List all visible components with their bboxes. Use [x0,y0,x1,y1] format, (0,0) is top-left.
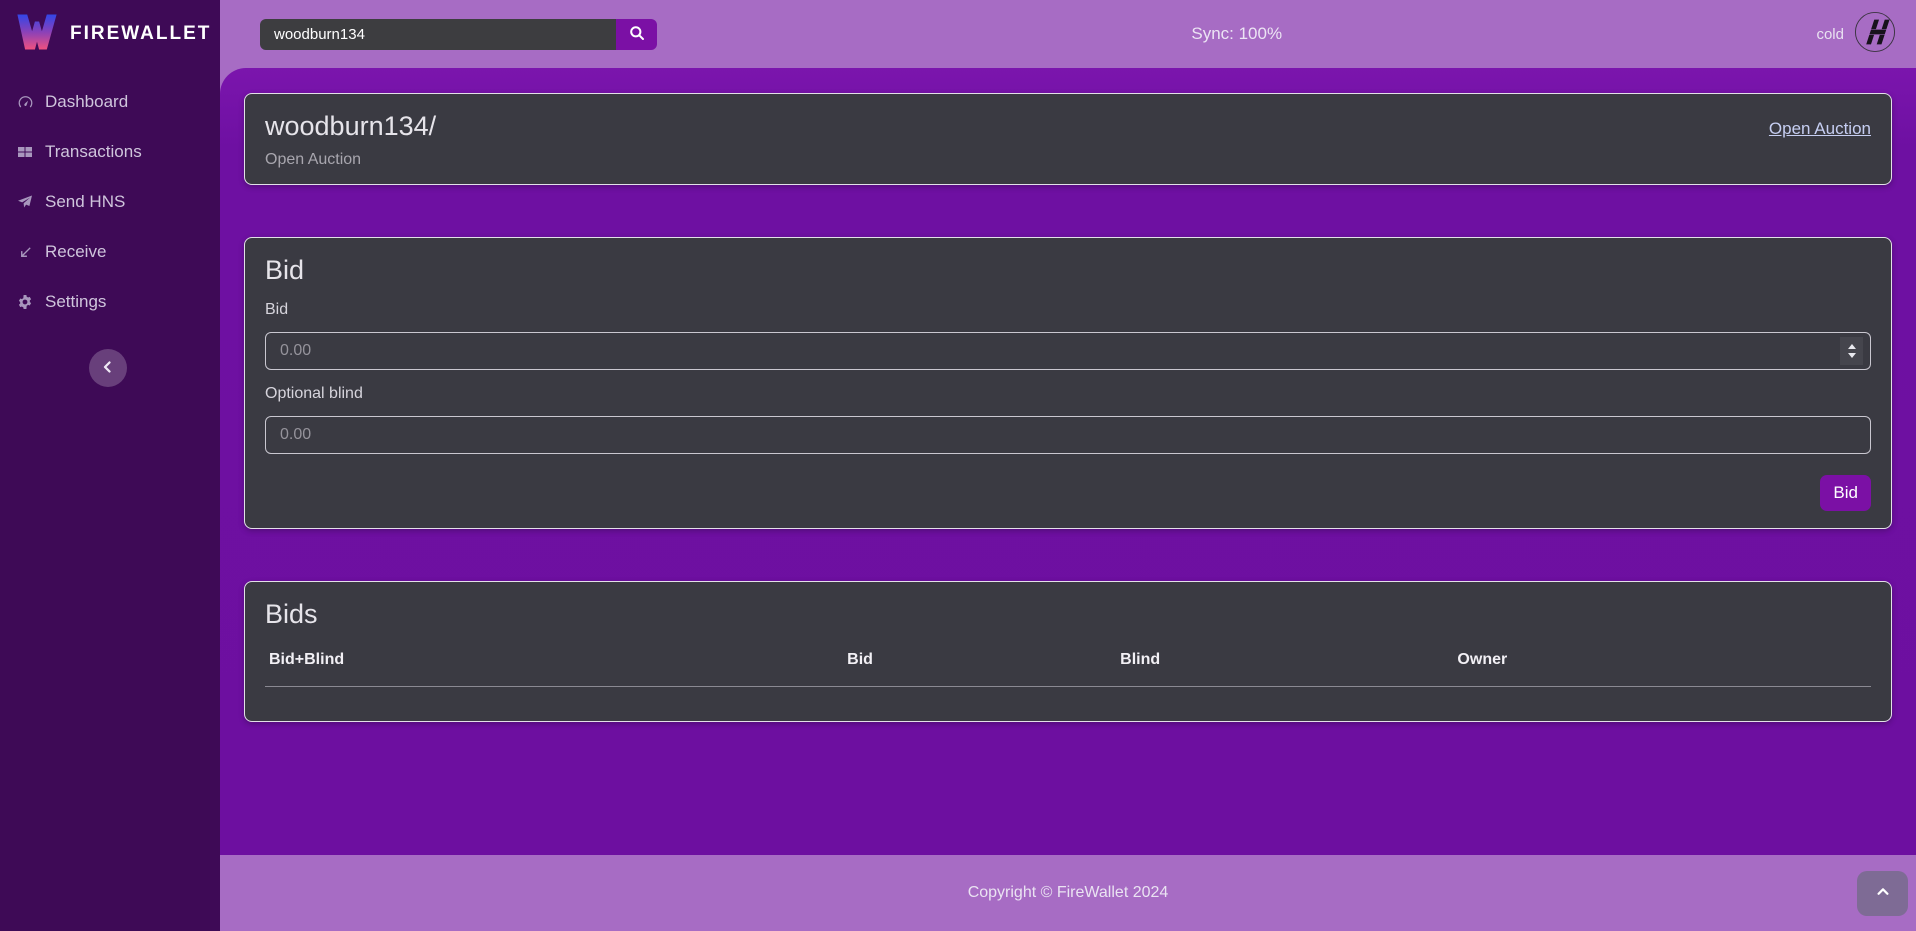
bid-amount-input[interactable] [265,332,1871,370]
sidebar-item-label: Receive [45,242,107,261]
brand[interactable]: FIREWALLET [0,0,220,68]
receive-arrow-icon [16,245,34,260]
sidebar-item-settings[interactable]: Settings [0,277,220,327]
main-content: woodburn134/ Open Auction Open Auction B… [220,68,1916,855]
stepper-up-icon[interactable] [1847,344,1856,349]
blind-amount-input[interactable] [265,416,1871,454]
sync-status: Sync: 100% [1191,24,1283,43]
transactions-table-icon [16,144,34,160]
sidebar-item-label: Transactions [45,142,142,161]
chevron-up-icon [1876,885,1890,902]
stepper-down-icon[interactable] [1847,353,1856,358]
domain-title: woodburn134/ [265,111,437,141]
bids-table-body [265,687,1871,695]
column-header-blind: Blind [1116,651,1454,687]
chevron-left-icon [102,360,114,376]
bid-input-wrap [265,332,1871,370]
search-input[interactable] [260,18,616,50]
search-icon [629,25,645,44]
bid-submit-button[interactable]: Bid [1820,475,1871,511]
sidebar-item-label: Settings [45,292,107,311]
scroll-to-top-button[interactable] [1857,871,1908,916]
firewallet-w-logo-icon [16,12,58,57]
sidebar-item-dashboard[interactable]: Dashboard [0,77,220,127]
main-column: Sync: 100% cold woodb [220,0,1916,931]
footer: Copyright © FireWallet 2024 [220,855,1916,931]
bid-form-card: Bid Bid Optional blind Bid [244,237,1892,529]
blind-input-wrap [265,416,1871,454]
settings-gear-icon [16,294,34,310]
blind-field-label: Optional blind [265,385,363,402]
sidebar-item-transactions[interactable]: Transactions [0,127,220,177]
bids-table: Bid+Blind Bid Blind Owner [265,651,1871,695]
copyright-text: Copyright © FireWallet 2024 [967,884,1169,901]
sidebar: FIREWALLET Dashboard Transactions [0,0,220,931]
sidebar-item-label: Dashboard [45,92,129,111]
wallet-group: cold [1816,11,1896,58]
bids-title: Bids [265,599,318,629]
number-stepper[interactable] [1840,337,1863,365]
open-auction-link[interactable]: Open Auction [1768,119,1871,138]
bids-card: Bids Bid+Blind Bid Blind Owner [244,581,1892,722]
sidebar-item-receive[interactable]: Receive [0,227,220,277]
column-header-owner: Owner [1453,651,1871,687]
bid-form-title: Bid [265,255,305,285]
sidebar-item-send-hns[interactable]: Send HNS [0,177,220,227]
column-header-bid-blind: Bid+Blind [265,651,844,687]
send-plane-icon [16,194,34,210]
topbar: Sync: 100% cold [220,0,1916,68]
sidebar-nav: Dashboard Transactions Send HNS [0,77,220,327]
sidebar-collapse-button[interactable] [89,349,127,387]
sidebar-item-label: Send HNS [45,192,126,211]
domain-card: woodburn134/ Open Auction Open Auction [244,93,1892,185]
bid-field-label: Bid [265,301,289,318]
search-group [260,18,657,50]
wallet-name: cold [1816,25,1844,43]
handshake-logo-icon[interactable] [1854,11,1896,58]
domain-status: Open Auction [265,151,362,168]
brand-name: FIREWALLET [70,23,212,44]
dashboard-gauge-icon [16,94,34,111]
search-button[interactable] [616,18,657,50]
column-header-bid: Bid [843,651,1117,687]
